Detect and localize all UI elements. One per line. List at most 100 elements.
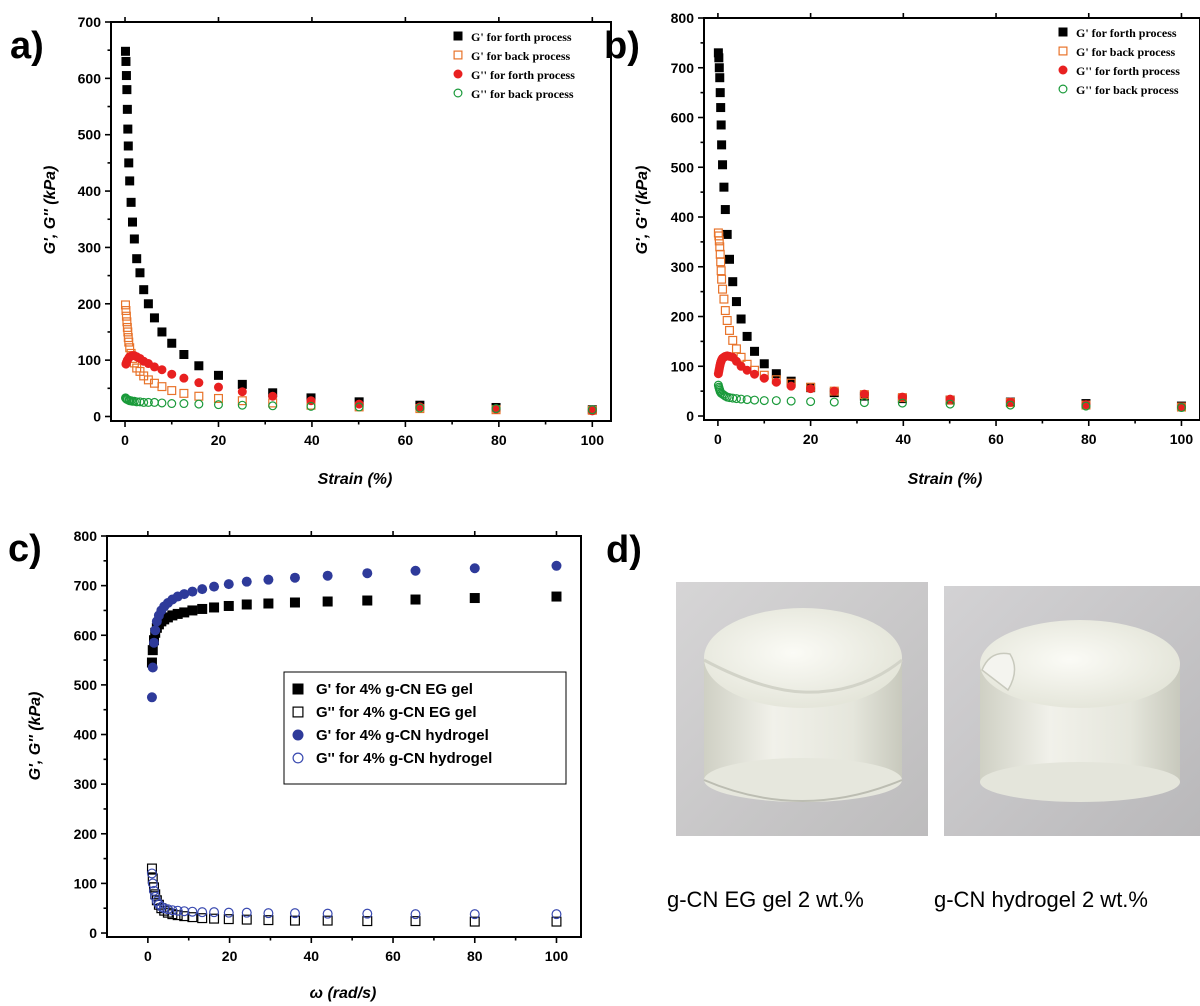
data-point (179, 350, 189, 359)
x-tick-label: 80 (467, 948, 483, 964)
data-point (209, 907, 220, 918)
x-tick-label: 0 (144, 948, 152, 964)
y-tick-label: 300 (74, 776, 98, 792)
data-point (715, 73, 725, 83)
data-point (146, 657, 157, 668)
data-point (147, 878, 158, 889)
data-point (716, 103, 726, 113)
data-point (551, 591, 562, 602)
data-point (124, 158, 134, 168)
legend-box (283, 671, 567, 785)
data-point (129, 234, 139, 244)
data-point (237, 400, 247, 410)
data-point (187, 906, 198, 917)
data-point (551, 916, 562, 927)
data-point (263, 598, 274, 609)
data-point (237, 379, 247, 389)
series-4 (713, 380, 1186, 413)
data-point (945, 399, 955, 409)
series-1 (120, 46, 597, 415)
data-point (731, 297, 741, 307)
data-point (859, 389, 869, 399)
data-point (179, 388, 189, 398)
series-3 (713, 351, 1186, 412)
chart-panel-c: c) 0 20 40 60 80 100 0 100 200 300 400 500 600 700 800 ω… (8, 528, 582, 1002)
legend-label: G'' for 4% g-CN hydrogel (316, 750, 492, 767)
x-tick-label: 20 (211, 432, 227, 448)
series-1 (146, 591, 562, 668)
data-point (162, 904, 173, 915)
data-point (121, 311, 131, 321)
legend-marker (453, 50, 463, 60)
y-tick-label: 600 (78, 70, 102, 86)
series-3 (121, 351, 597, 416)
legend-label: G' for forth process (471, 30, 572, 44)
data-point (263, 915, 274, 926)
data-point (731, 344, 741, 354)
y-tick-label: 800 (671, 10, 695, 26)
y-tick-label: 0 (93, 408, 101, 424)
legend-label: G'' for 4% g-CN EG gel (316, 704, 476, 721)
legend-label: G'' for forth process (471, 68, 575, 82)
y-tick-label: 100 (671, 358, 695, 374)
panel-letter-d: d) (606, 529, 642, 571)
data-point (209, 602, 220, 613)
data-point (742, 365, 752, 375)
x-tick-label: 100 (545, 948, 569, 964)
legend-label: G' for 4% g-CN hydrogel (316, 727, 489, 744)
x-tick-label: 40 (304, 948, 320, 964)
y-tick-label: 400 (74, 727, 98, 743)
data-point (1176, 403, 1186, 413)
data-point (167, 905, 178, 916)
data-point (806, 384, 816, 394)
data-point (223, 907, 234, 918)
data-point (209, 913, 220, 924)
x-axis-label: ω (rad/s) (310, 985, 377, 1002)
data-point (829, 397, 839, 407)
data-point (551, 909, 562, 920)
data-point (263, 908, 274, 919)
data-point (157, 382, 167, 392)
data-point (143, 397, 153, 407)
data-point (1081, 401, 1091, 411)
x-tick-label: 100 (581, 432, 605, 448)
data-point (719, 294, 729, 304)
plot-frame (106, 535, 582, 938)
y-axis-label: G', G'' (kPa) (634, 166, 651, 255)
legend-marker (292, 706, 304, 718)
data-point (213, 393, 223, 403)
legend-marker (292, 752, 304, 764)
data-point (197, 603, 208, 614)
data-point (771, 377, 781, 387)
y-tick-label: 500 (671, 159, 695, 175)
data-point (724, 254, 734, 264)
legend-marker (453, 31, 463, 41)
data-point (897, 398, 907, 408)
data-point (786, 396, 796, 406)
data-point (157, 327, 167, 337)
data-point (736, 394, 746, 404)
data-point (194, 361, 204, 371)
data-point (716, 266, 726, 276)
data-point (135, 268, 145, 278)
data-point (322, 570, 333, 581)
legend-label: G'' for forth process (1076, 64, 1180, 78)
panel-letter-b: b) (604, 25, 640, 67)
y-tick-label: 400 (78, 183, 102, 199)
x-tick-label: 80 (491, 432, 507, 448)
data-point (157, 398, 167, 408)
data-point (209, 581, 220, 592)
data-point (354, 399, 364, 409)
plot-frame (110, 21, 612, 422)
data-point (122, 85, 132, 95)
data-point (720, 205, 730, 215)
data-point (123, 141, 133, 151)
x-tick-label: 100 (1170, 431, 1194, 447)
data-point (194, 399, 204, 409)
data-point (362, 595, 373, 606)
legend-marker (1058, 27, 1068, 37)
data-point (147, 645, 158, 656)
data-point (714, 236, 724, 246)
data-point (135, 397, 145, 407)
data-point (786, 381, 796, 391)
